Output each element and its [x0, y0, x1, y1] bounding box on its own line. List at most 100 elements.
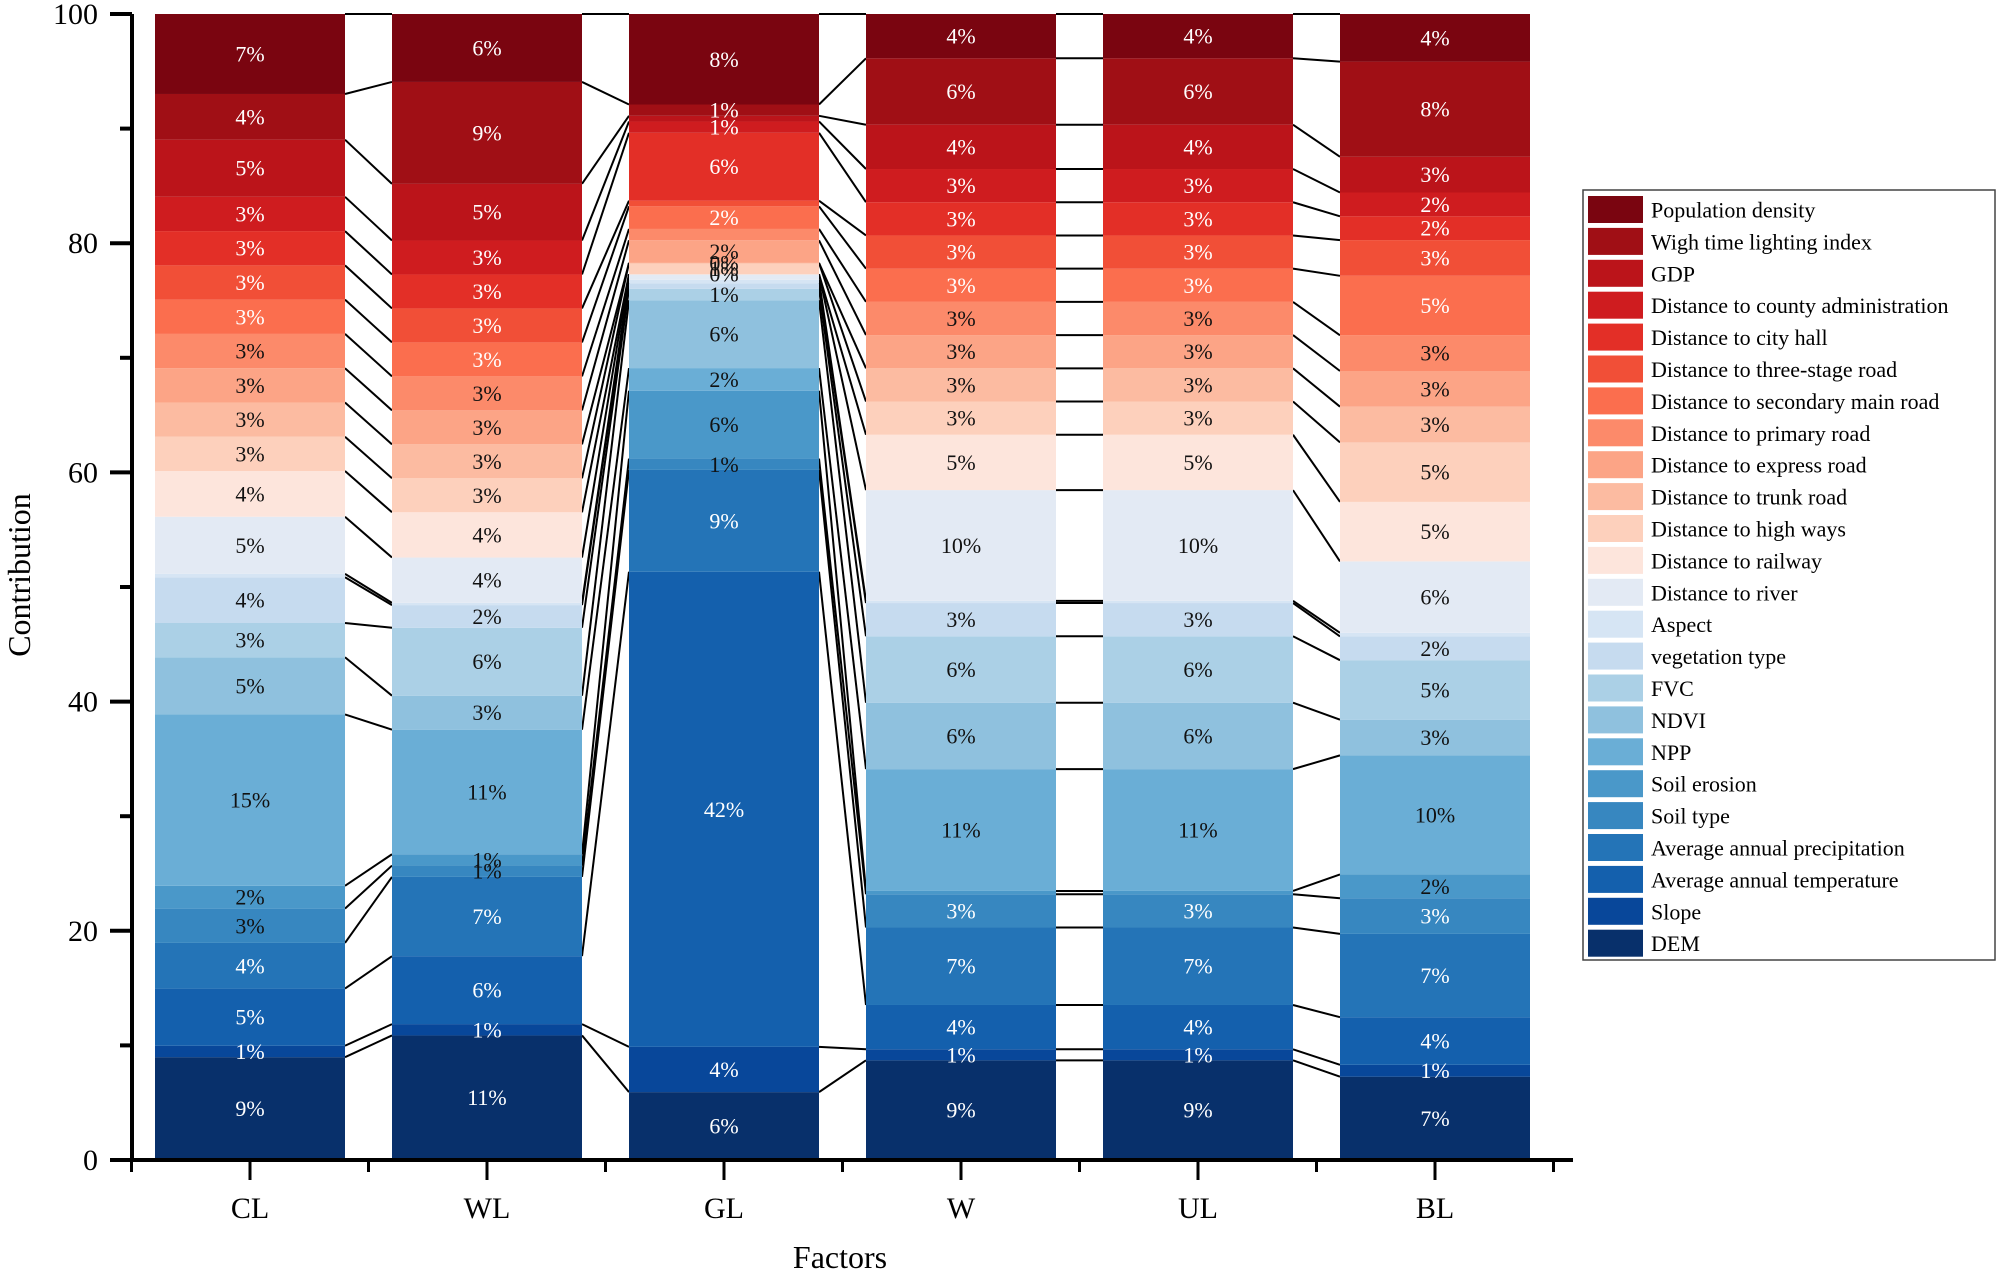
segment-value-label: 6%	[709, 322, 738, 347]
connector-line	[344, 955, 393, 990]
connector-line	[344, 333, 393, 378]
legend-swatch	[1588, 642, 1643, 670]
connector-line	[581, 81, 630, 106]
connector-line	[1292, 635, 1341, 662]
bar-segment	[629, 262, 819, 275]
connector-line	[581, 458, 630, 866]
segment-value-label: 8%	[709, 47, 738, 72]
connector-line	[581, 300, 630, 696]
connector-line	[1292, 600, 1341, 634]
segment-value-label: 3%	[946, 273, 975, 298]
legend-swatch	[1588, 738, 1643, 766]
segment-value-label: 3%	[235, 628, 264, 653]
y-tick-label: 100	[53, 0, 98, 31]
segment-value-label: 3%	[472, 313, 501, 338]
bar-segment	[866, 401, 1056, 435]
y-tick-label: 60	[68, 456, 98, 489]
bar-segment	[629, 300, 819, 369]
segment-value-label: 3%	[946, 240, 975, 265]
bar-segment	[1340, 406, 1530, 443]
connector-line	[818, 300, 867, 703]
connector-line	[818, 57, 867, 106]
bar-segment	[629, 283, 819, 289]
segment-value-label: 5%	[472, 200, 501, 225]
connector-line	[818, 273, 867, 436]
connector-line	[818, 262, 867, 369]
segment-value-label: 1%	[709, 115, 738, 140]
segment-value-label: 1%	[709, 98, 738, 123]
legend-label: Distance to high ways	[1651, 517, 1846, 542]
segment-value-label: 3%	[1420, 341, 1449, 366]
connector-line	[818, 262, 867, 402]
segment-value-label: 6%	[472, 978, 501, 1003]
connector-line	[1292, 893, 1341, 900]
legend: Population density Wigh time lighting ind…	[1582, 189, 1996, 961]
segment-value-label: 15%	[230, 788, 270, 813]
x-tick-label: UL	[1178, 1192, 1218, 1225]
segment-value-label: 5%	[1420, 677, 1449, 702]
bar-segment	[866, 769, 1056, 891]
segment-value-label: 3%	[1420, 245, 1449, 270]
segment-value-label: 5%	[1420, 519, 1449, 544]
connector-line	[818, 228, 867, 303]
legend-swatch	[1588, 323, 1643, 351]
connector-line	[818, 199, 867, 237]
bar-segment	[392, 512, 582, 558]
connector-line	[1292, 334, 1341, 372]
segment-value-label: 1%	[472, 859, 501, 884]
connector-line	[344, 298, 393, 344]
legend-label: Distance to three-stage road	[1651, 357, 1897, 382]
segment-value-label: 6%	[1420, 585, 1449, 610]
legend-label: Aspect	[1651, 612, 1712, 637]
bar-segment	[629, 274, 819, 275]
connector-line	[344, 1023, 393, 1047]
segment-value-label: 3%	[1420, 725, 1449, 750]
connector-line	[344, 864, 393, 910]
legend-label: NPP	[1651, 740, 1691, 765]
segment-value-label: 9%	[1183, 1098, 1212, 1123]
connector-line	[581, 200, 630, 309]
bar-segment	[392, 854, 582, 866]
segment-value-label: 5%	[946, 450, 975, 475]
bar-segment	[1103, 894, 1293, 928]
bar-segment	[392, 81, 582, 184]
bar-segment	[1103, 301, 1293, 336]
connector-line	[581, 115, 630, 185]
bar-segment	[155, 885, 345, 909]
segment-value-label: 3%	[946, 173, 975, 198]
connector-line	[818, 367, 867, 770]
connector-line	[1292, 168, 1341, 194]
legend-label: Average annual precipitation	[1651, 836, 1905, 861]
bar-segment	[392, 308, 582, 343]
segment-value-label: 5%	[1420, 293, 1449, 318]
connector-line	[581, 390, 630, 855]
segment-value-label: 4%	[1420, 1028, 1449, 1053]
connector-line	[581, 132, 630, 275]
segment-value-label: 4%	[946, 134, 975, 159]
bar-segment	[629, 240, 819, 263]
bar-segment	[392, 342, 582, 377]
connector-line	[818, 273, 867, 491]
legend-swatch	[1588, 610, 1643, 638]
connector-line	[344, 853, 393, 887]
legend-swatch	[1588, 196, 1643, 223]
legend-label: Distance to trunk road	[1651, 485, 1847, 510]
y-tick-label: 0	[83, 1144, 98, 1177]
x-tick-label: GL	[704, 1192, 744, 1225]
bar-segment	[1103, 14, 1293, 59]
segment-value-label: 2%	[709, 367, 738, 392]
x-ticks: CL WL GL W UL BL	[130, 1160, 1555, 1225]
segment-value-label: 5%	[235, 533, 264, 558]
legend-swatch	[1588, 865, 1643, 893]
bar-segment	[155, 14, 345, 94]
segment-value-label: 11%	[467, 1085, 507, 1110]
connector-line	[818, 279, 867, 601]
connector-line	[581, 205, 630, 343]
bar-segment	[155, 231, 345, 266]
bar-segment	[629, 1092, 819, 1160]
bar-segment	[866, 894, 1056, 928]
segment-value-label: 3%	[472, 245, 501, 270]
segment-value-label: 4%	[1420, 25, 1449, 50]
segment-value-label: 10%	[941, 533, 981, 558]
